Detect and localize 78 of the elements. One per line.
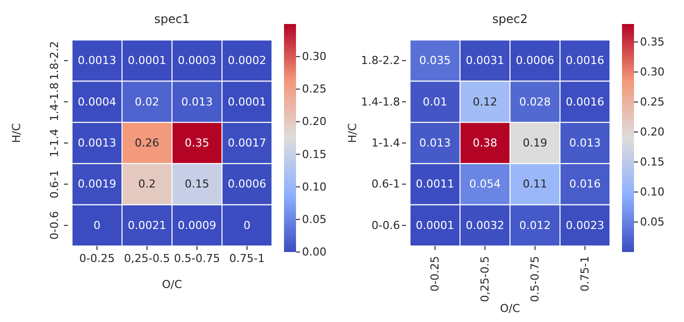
color-bar-label: 0.15 <box>640 156 664 169</box>
data-label: 0.0021 <box>128 218 166 232</box>
y-tick-label: 1.4-1.8 <box>48 82 61 122</box>
x-tick-label: 0-0.25 <box>79 252 115 265</box>
data-label: 0.26 <box>134 136 160 150</box>
x-axis-title: O/C <box>162 278 182 291</box>
y-tick-label: 0.6-1 <box>372 178 400 191</box>
data-label: 0.0001 <box>128 54 166 68</box>
data-label: 0 <box>244 218 250 232</box>
data-label: 0.19 <box>522 136 548 150</box>
data-label: 0.0001 <box>228 95 266 108</box>
chart-title: spec2 <box>491 12 529 26</box>
y-tick-label: 1.8-2.2 <box>48 41 61 80</box>
color-bar-label: 0.05 <box>640 216 664 229</box>
data-label: 0.0011 <box>416 178 454 191</box>
data-label: 0.0003 <box>178 54 216 68</box>
x-axis-title: O/C <box>500 302 520 315</box>
color-bar-label: 0.20 <box>640 126 664 139</box>
data-label: 0.15 <box>184 178 210 191</box>
data-label: 0.12 <box>472 95 498 108</box>
chart-title: spec1 <box>153 12 191 26</box>
color-bar-label: 0.30 <box>640 66 664 79</box>
y-tick-label: 1-1.4 <box>48 128 61 158</box>
color-bar-label: 0.25 <box>640 96 664 109</box>
color-bar-label: 0.25 <box>302 82 326 96</box>
y-axis-title: H/C <box>10 123 23 143</box>
data-label: 0.0023 <box>566 218 604 232</box>
data-label: 0.01 <box>422 95 448 108</box>
data-label: 0 <box>94 218 100 232</box>
data-label: 0.013 <box>569 136 601 150</box>
x-tick-label: 0.75-1 <box>578 256 592 292</box>
data-label: 0.11 <box>522 178 548 191</box>
color-bar-label: 0.10 <box>302 180 326 194</box>
x-tick-label: 0.75-1 <box>229 252 265 265</box>
data-label: 0.38 <box>472 136 498 150</box>
data-label: 0.35 <box>184 136 210 150</box>
data-label: 0.0016 <box>566 95 604 108</box>
data-label: 0.0002 <box>228 54 266 68</box>
data-label: 0.012 <box>519 218 551 232</box>
y-axis-title: H/C <box>346 123 359 143</box>
y-tick-label: 0.6-1 <box>48 170 61 198</box>
data-label: 0.0013 <box>78 136 116 150</box>
color-bar-label: 0.05 <box>302 212 326 226</box>
data-label: 0.054 <box>469 178 501 191</box>
data-label: 0.013 <box>419 136 451 150</box>
color-bar-label: 0.15 <box>302 148 326 161</box>
data-label: 0.2 <box>138 178 156 191</box>
data-label: 0.0016 <box>566 54 604 68</box>
color-bar-label: 0.00 <box>302 246 326 258</box>
data-label: 0.0006 <box>228 178 266 191</box>
data-label: 0.028 <box>519 95 551 108</box>
color-bar-label: 0.35 <box>640 36 664 49</box>
data-label: 0.0019 <box>78 178 116 191</box>
y-tick-label: 0-0.6 <box>48 211 61 240</box>
data-label: 0.0009 <box>178 218 216 232</box>
y-tick-label: 1.8-2.2 <box>361 54 400 68</box>
data-label: 0.016 <box>569 178 601 191</box>
data-label: 0.0031 <box>466 54 504 68</box>
y-tick-label: 1.4-1.8 <box>361 95 400 108</box>
x-tick-label: 0,25-0.5 <box>478 256 492 302</box>
data-label: 0.02 <box>134 95 160 108</box>
data-label: 0.0017 <box>228 136 266 150</box>
data-label: 0.0013 <box>78 54 116 68</box>
x-tick-label: 0-0.25 <box>428 256 442 292</box>
x-tick-label: 0,25-0.5 <box>124 252 170 265</box>
color-bar-label: 0.10 <box>640 186 664 199</box>
color-bar-label: 0.30 <box>302 50 326 64</box>
x-tick-label: 0.5-0.75 <box>174 252 220 265</box>
data-label: 0.013 <box>181 95 213 108</box>
data-label: 0.0032 <box>466 218 504 232</box>
data-label: 0.0006 <box>516 54 554 68</box>
x-tick-label: 0.5-0.75 <box>528 256 542 302</box>
y-tick-label: 1-1.4 <box>372 136 400 150</box>
data-label: 0.0001 <box>416 218 454 232</box>
data-label: 0.0004 <box>78 95 116 108</box>
y-tick-label: 0-0.6 <box>372 218 400 232</box>
data-label: 0.035 <box>419 54 451 68</box>
color-bar-label: 0.20 <box>302 115 326 128</box>
